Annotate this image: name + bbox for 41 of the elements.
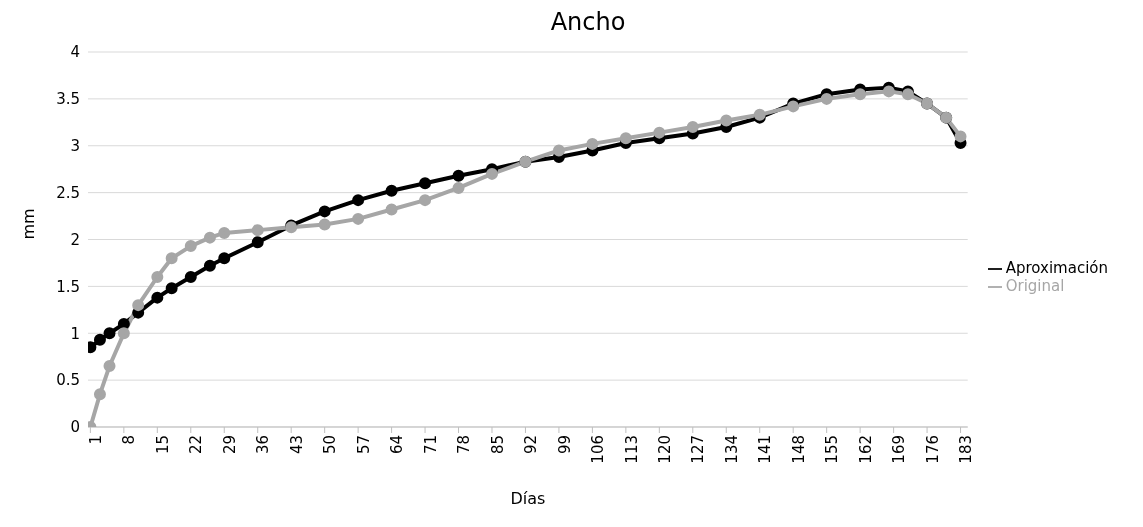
- y-tick-label: 0: [70, 418, 80, 437]
- x-tick-label: 22: [187, 435, 206, 455]
- x-tick-label: 57: [354, 435, 373, 455]
- x-tick-label: 113: [622, 435, 641, 464]
- y-tick-label: 1: [70, 324, 80, 343]
- x-tick-label: 120: [655, 435, 674, 464]
- y-tick-label: 3: [70, 137, 80, 156]
- x-tick-label: 71: [421, 435, 440, 455]
- x-tick-label: 106: [589, 435, 608, 464]
- x-tick-label: 50: [321, 435, 340, 455]
- y-tick-label: 2.5: [56, 183, 80, 202]
- y-tick-label: 1.5: [56, 277, 80, 296]
- x-tick-label: 15: [153, 435, 172, 455]
- x-tick-label: 99: [555, 435, 574, 455]
- x-tick-label: 85: [488, 435, 507, 455]
- y-tick-label: 0.5: [56, 371, 80, 390]
- x-tick-label: 64: [388, 435, 407, 455]
- y-tick-label: 3.5: [56, 90, 80, 109]
- x-tick-label: 127: [689, 435, 708, 464]
- x-tick-label: 36: [254, 435, 273, 455]
- x-tick-label: 134: [722, 435, 741, 464]
- chart-title: Ancho: [549, 8, 627, 38]
- y-axis-title: mm: [18, 208, 38, 240]
- legend-label: Aproximación: [1005, 259, 1108, 277]
- legend-label: Original: [1005, 277, 1065, 295]
- x-axis-title: Días: [510, 489, 546, 508]
- x-tick-label: 148: [789, 435, 808, 464]
- x-tick-label: 78: [455, 435, 474, 455]
- x-tick-label: 183: [957, 435, 976, 464]
- x-tick-label: 1: [87, 435, 106, 445]
- x-tick-label: 8: [120, 435, 139, 445]
- x-tick-label: 162: [856, 435, 875, 464]
- x-tick-label: 43: [287, 435, 306, 455]
- x-tick-label: 169: [890, 435, 909, 464]
- x-tick-label: 141: [756, 435, 775, 464]
- y-tick-label: 2: [70, 230, 80, 249]
- y-tick-label: 4: [70, 43, 80, 62]
- x-tick-label: 155: [823, 435, 842, 464]
- x-tick-label: 29: [220, 435, 239, 455]
- x-tick-label: 176: [923, 435, 942, 464]
- x-tick-label: 92: [522, 435, 541, 455]
